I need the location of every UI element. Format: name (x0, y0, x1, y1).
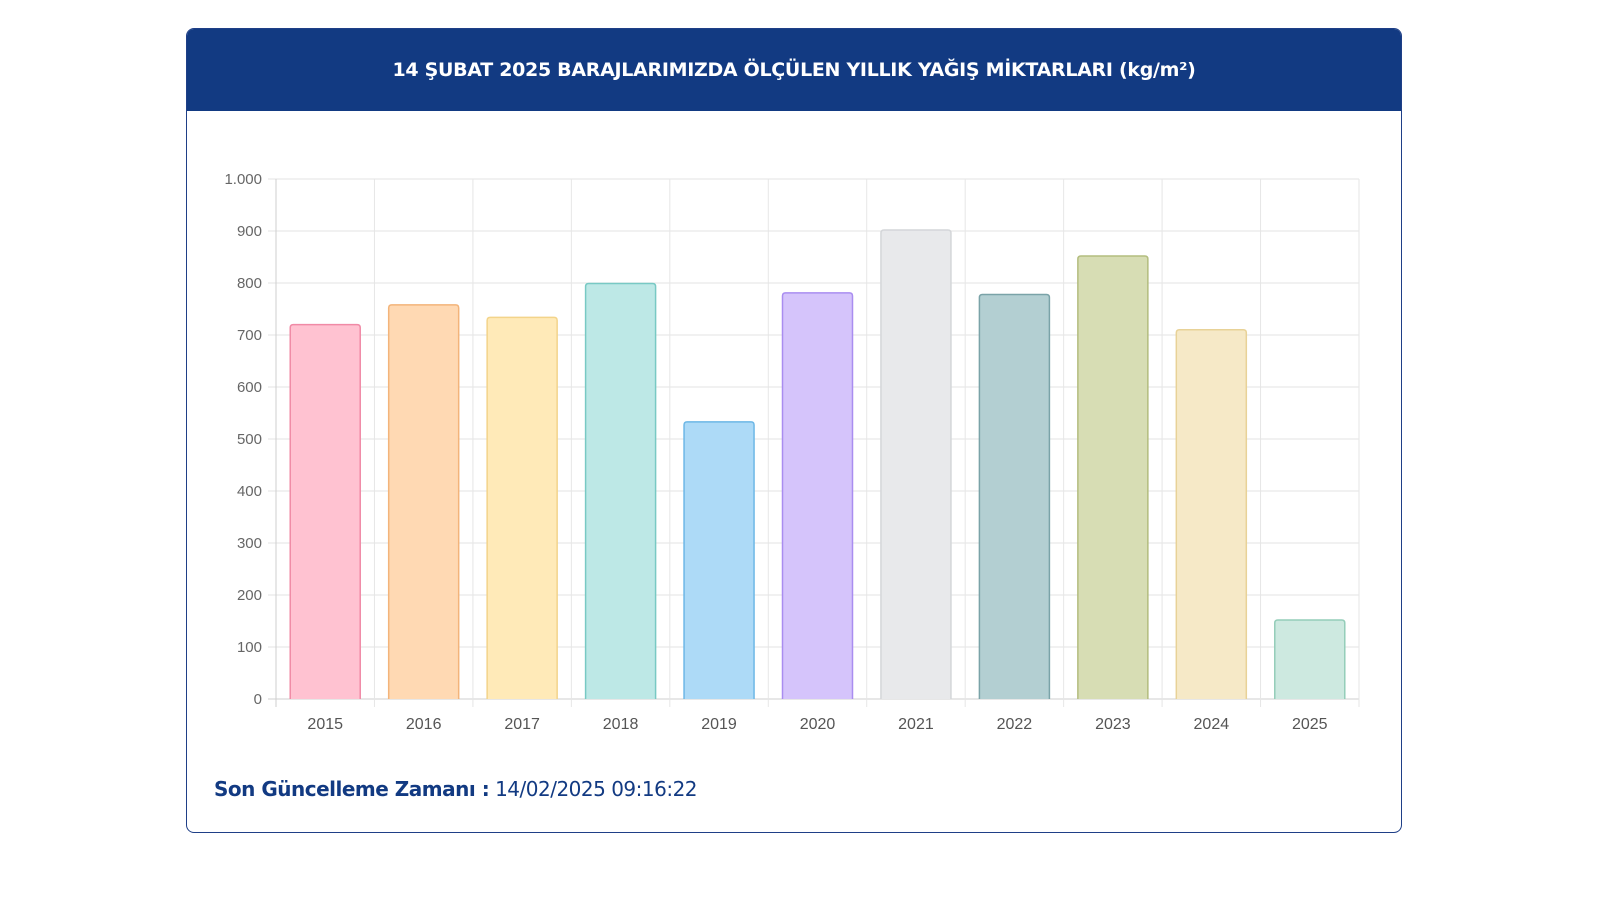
bar-fill-2016 (388, 304, 459, 699)
bar-fill-2020 (782, 292, 853, 699)
last-update: Son Güncelleme Zamanı : 14/02/2025 09:16… (214, 777, 698, 801)
bar-2015 (289, 323, 361, 699)
bar-fill-2021 (880, 229, 951, 699)
y-tick-label: 0 (254, 691, 262, 708)
x-tick-label: 2016 (406, 716, 442, 733)
x-tick-label: 2021 (898, 716, 934, 733)
bar-2020 (781, 292, 854, 699)
x-tick-label: 2020 (800, 716, 836, 733)
bar-fill-2022 (979, 294, 1050, 699)
bar-fill-2025 (1274, 619, 1345, 699)
x-tick-label: 2019 (701, 716, 737, 733)
x-tick-label: 2024 (1194, 716, 1230, 733)
card-header: 14 ŞUBAT 2025 BARAJLARIMIZDA ÖLÇÜLEN YIL… (187, 29, 1401, 111)
bar-2017 (486, 316, 558, 699)
last-update-timestamp: 14/02/2025 09:16:22 (495, 777, 698, 801)
chart-area: 0 100 200 300 400 500 600 700 800 900 1.000 2015 201… (187, 111, 1400, 751)
y-tick-label: 600 (237, 379, 262, 396)
bar-2022 (978, 293, 1051, 699)
x-tick-label: 2022 (997, 716, 1033, 733)
y-tick-label: 200 (237, 587, 262, 604)
bar-fill-2023 (1077, 255, 1148, 699)
bar-2024 (1175, 329, 1248, 699)
y-tick-label: 900 (237, 223, 262, 240)
bar-fill-2018 (585, 283, 656, 699)
y-tick-label: 100 (237, 639, 262, 656)
y-tick-label: 400 (237, 483, 262, 500)
x-tick-label: 2015 (307, 716, 343, 733)
bar-fill-2024 (1176, 329, 1247, 699)
bar-fill-2019 (684, 421, 755, 699)
bar-2018 (584, 282, 657, 699)
y-tick-label: 800 (237, 275, 262, 292)
bar-fill-2015 (290, 324, 361, 699)
x-tick-label: 2023 (1095, 716, 1131, 733)
chart-title: 14 ŞUBAT 2025 BARAJLARIMIZDA ÖLÇÜLEN YIL… (392, 59, 1196, 81)
bar-2016 (387, 304, 460, 699)
y-tick-label: 500 (237, 431, 262, 448)
bar-2021 (880, 229, 952, 699)
bar-2025 (1274, 619, 1346, 699)
bar-2019 (683, 421, 755, 699)
x-tick-label: 2017 (504, 716, 540, 733)
bar-2023 (1077, 255, 1149, 699)
x-tick-label: 2025 (1292, 716, 1328, 733)
last-update-label: Son Güncelleme Zamanı : (214, 777, 490, 801)
x-tick-label: 2018 (603, 716, 639, 733)
bar-fill-2017 (487, 317, 558, 699)
y-tick-label: 700 (237, 327, 262, 344)
y-tick-label: 1.000 (224, 171, 262, 188)
chart-card: 14 ŞUBAT 2025 BARAJLARIMIZDA ÖLÇÜLEN YIL… (186, 28, 1402, 833)
y-tick-label: 300 (237, 535, 262, 552)
bar-chart: 0 100 200 300 400 500 600 700 800 900 1.000 2015 201… (224, 171, 1360, 733)
